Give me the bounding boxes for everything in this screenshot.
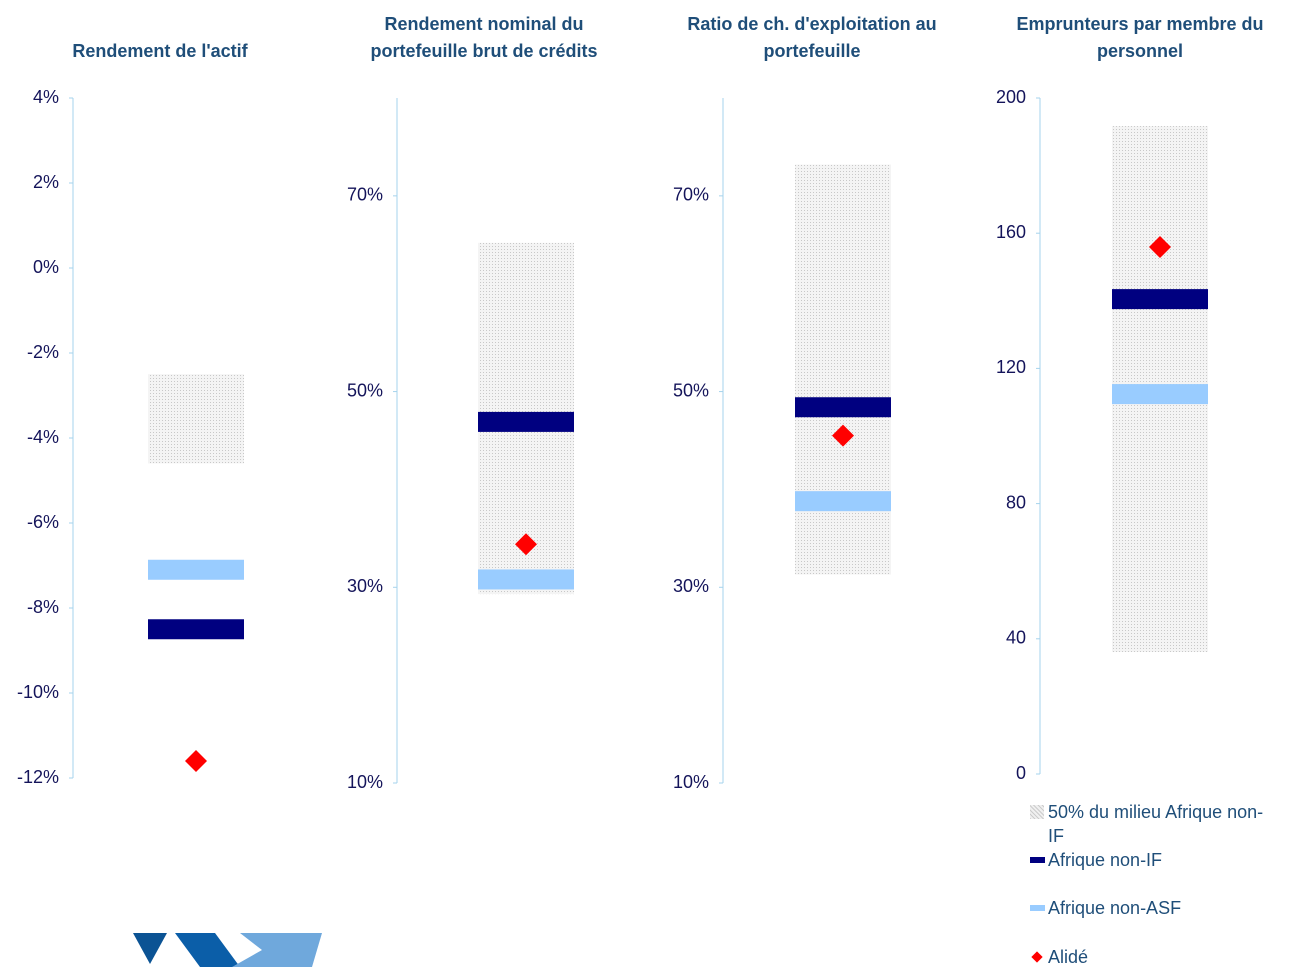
y-tick-label: 0 [1016,763,1026,783]
legend-swatch [1030,857,1045,863]
y-tick-label: -2% [27,342,59,362]
y-tick-label: 70% [673,185,709,205]
y-tick-label: 10% [347,772,383,792]
diamond [515,533,537,556]
y-tick-label: 40 [1006,628,1026,648]
diamond [185,750,207,772]
y-tick-label: 50% [673,380,709,400]
y-tick-label: 160 [996,222,1026,242]
diamond [1149,236,1171,259]
y-tick-label: 30% [347,576,383,596]
legend-label: Afrique non-IF [1048,850,1163,870]
marker-bar [148,559,244,580]
legend-swatch [1030,805,1044,819]
chart-title: personnel [1097,41,1183,61]
chart-title: Rendement de l'actif [72,41,248,61]
range-band [795,164,891,575]
marker-bar [478,411,574,432]
y-tick-label: 70% [347,185,383,205]
y-tick-label: 120 [996,357,1026,377]
legend-label: Afrique non-ASF [1048,898,1182,918]
chart-title: Ratio de ch. d'exploitation au [687,14,936,34]
marker-bar [148,619,244,640]
y-tick-label: 4% [33,87,59,107]
y-tick-label: 50% [347,380,383,400]
marker-bar [795,397,891,418]
marker-bar [1112,289,1208,310]
chart-title: Emprunteurs par membre du [1016,14,1263,34]
y-tick-label: 200 [996,87,1026,107]
marker-bar [478,569,574,590]
y-tick-label: -10% [17,682,59,702]
logo [133,933,322,967]
legend-label: 50% du milieu Afrique non-IF [1048,802,1264,846]
y-tick-label: 2% [33,172,59,192]
chart-title: portefeuille brut de crédits [370,41,597,61]
chart-title: Rendement nominal du [384,14,583,34]
marker-bar [1112,384,1208,405]
diamond [832,424,854,447]
marker-bar [795,491,891,512]
y-tick-label: -8% [27,597,59,617]
y-tick-label: 80 [1006,492,1026,512]
legend-label: Alidé [1048,947,1089,967]
y-tick-label: 0% [33,257,59,277]
range-band [148,374,244,464]
legend-swatch [1030,905,1045,911]
y-tick-label: -4% [27,427,59,447]
chart-title: portefeuille [763,41,860,61]
y-tick-label: -12% [17,767,59,787]
y-tick-label: 30% [673,576,709,596]
y-tick-label: 10% [673,772,709,792]
y-tick-label: -6% [27,512,59,532]
